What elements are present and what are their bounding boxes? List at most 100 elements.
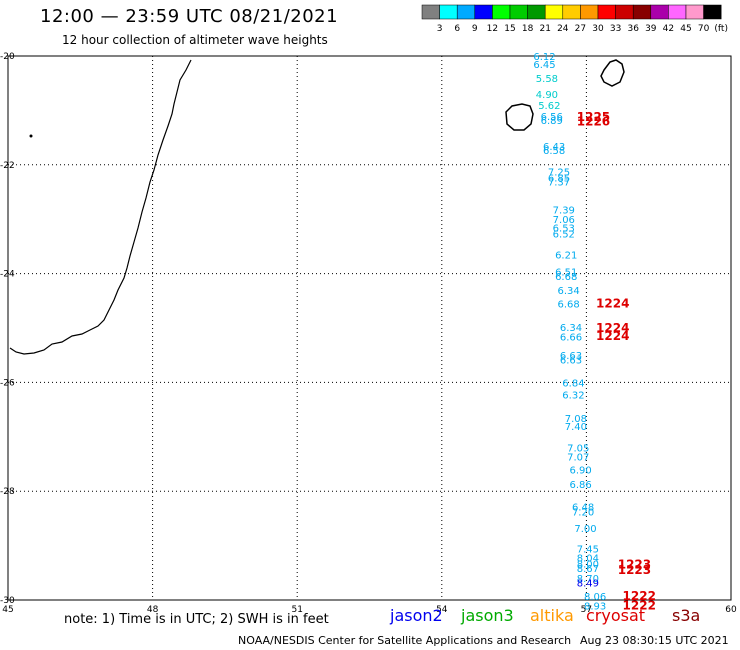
- legend-s3a: s3a: [672, 606, 701, 625]
- wave-height-value: 6.58: [543, 146, 565, 157]
- wave-height-value: 7.39: [553, 205, 575, 216]
- pass-time-label: 1226: [577, 114, 610, 128]
- madagascar-coast: [9, 59, 192, 355]
- small-islet: [29, 134, 33, 138]
- wave-height-value: 6.56: [541, 112, 563, 123]
- map-frame: [7, 55, 732, 601]
- pass-time-label: 1224: [596, 297, 629, 311]
- longitude-label: 57: [581, 605, 592, 615]
- wave-height-value: 6.66: [560, 333, 582, 344]
- latitude-label: -20: [0, 52, 15, 62]
- legend-altika: altika: [530, 606, 574, 625]
- wave-height-value: 6.89: [541, 116, 563, 127]
- wave-height-value: 6.53: [553, 223, 575, 234]
- wave-height-value: 7.00: [574, 524, 596, 535]
- wave-height-value: 8.04: [577, 554, 599, 565]
- scale-label: 33: [610, 24, 621, 34]
- wave-height-value: 7.37: [548, 178, 570, 189]
- scale-swatch: [703, 4, 722, 20]
- wave-height-value: 5.58: [536, 74, 558, 85]
- wave-height-value: 7.45: [577, 544, 599, 555]
- scale-label: (ft): [714, 24, 728, 34]
- latitude-label: -26: [0, 378, 15, 388]
- wave-height-value: 5.62: [538, 101, 560, 112]
- latitude-label: -22: [0, 161, 15, 171]
- pass-time-label: 1225: [577, 110, 610, 124]
- wave-height-value: 6.51: [555, 267, 577, 278]
- wave-height-value: 8.49: [577, 579, 599, 590]
- scale-label: 27: [575, 24, 586, 34]
- wave-height-value: 8.93: [584, 601, 606, 612]
- footer-note: note: 1) Time is in UTC; 2) SWH is in fe…: [64, 612, 329, 627]
- longitude-label: 60: [725, 605, 737, 615]
- wave-height-value: 7.40: [565, 422, 587, 433]
- scale-label: 21: [539, 24, 550, 34]
- longitude-label: 54: [436, 605, 448, 615]
- wave-height-value: 6.43: [543, 142, 565, 153]
- pass-time-label: 1223: [618, 563, 651, 577]
- wave-height-value: 8.06: [584, 592, 606, 603]
- wave-height-value: 6.68: [555, 272, 577, 283]
- wave-height-value: 6.48: [572, 502, 594, 513]
- latitude-label: -24: [0, 270, 15, 280]
- mauritius-island: [600, 59, 625, 87]
- scale-label: 6: [454, 24, 460, 34]
- wave-height-value: 7.20: [572, 507, 594, 518]
- wave-height-value: 6.63: [560, 351, 582, 362]
- wave-height-value: 6.90: [570, 465, 592, 476]
- credit-text: NOAA/NESDIS Center for Satellite Applica…: [238, 634, 572, 647]
- wave-height-value: 7.07: [567, 452, 589, 463]
- scale-label: 42: [663, 24, 674, 34]
- pass-time-label: 1222: [623, 589, 656, 603]
- wave-height-value: 6.85: [548, 173, 570, 184]
- pass-time-label: 1224: [596, 329, 629, 343]
- wave-height-value: 7.05: [567, 444, 589, 455]
- reunion-island: [505, 103, 534, 131]
- wave-height-value: 6.32: [562, 390, 584, 401]
- wave-height-value: 6.34: [560, 323, 582, 334]
- pass-time-label: 1224: [596, 321, 629, 335]
- timestamp: Aug 23 08:30:15 UTC 2021: [580, 634, 729, 647]
- wave-height-value: 6.12: [533, 52, 555, 63]
- scale-label: 12: [487, 24, 498, 34]
- scale-label: 3: [437, 24, 443, 34]
- scale-label: 70: [698, 24, 710, 34]
- pass-time-label: 1223: [618, 558, 651, 572]
- wave-height-value: 6.21: [555, 251, 577, 262]
- coastline: [9, 59, 625, 355]
- legend-cryosat: cryosat: [586, 606, 646, 625]
- pass-time-label: 1222: [623, 598, 656, 612]
- wave-height-value: 8.70: [577, 574, 599, 585]
- scale-label: 45: [680, 24, 691, 34]
- wave-height-value: 7.25: [548, 167, 570, 178]
- wave-height-value: 7.06: [553, 215, 575, 226]
- scale-label: 30: [592, 24, 604, 34]
- wave-height-value: 6.45: [533, 60, 555, 71]
- scale-label: 15: [504, 24, 515, 34]
- wave-height-value: 6.34: [557, 286, 579, 297]
- wave-height-value: 6.68: [557, 300, 579, 311]
- scale-label: 24: [557, 24, 569, 34]
- wave-height-value: 6.63: [560, 356, 582, 367]
- scale-label: 39: [645, 24, 657, 34]
- wave-height-value: 4.90: [536, 90, 558, 101]
- wave-height-value: 6.52: [553, 229, 575, 240]
- legend-jason3: jason3: [461, 606, 514, 625]
- color-scale-legend: 3 6 9 12 15 18 21 24 27 30 33 36 39 42 45 70 (ft): [421, 4, 728, 34]
- wave-height-value: 7.08: [565, 414, 587, 425]
- wave-height-value: 6.86: [570, 480, 592, 491]
- wave-height-value: 8.67: [577, 564, 599, 575]
- scale-label: 9: [472, 24, 478, 34]
- map-subtitle: 12 hour collection of altimeter wave hei…: [62, 33, 328, 47]
- scale-label: 18: [522, 24, 534, 34]
- wave-height-value: 6.84: [562, 378, 584, 389]
- scale-label: 36: [627, 24, 639, 34]
- map-title: 12:00 — 23:59 UTC 08/21/2021: [40, 6, 339, 27]
- longitude-label: 51: [291, 605, 302, 615]
- latitude-label: -30: [0, 596, 15, 606]
- latitude-label: -28: [0, 487, 15, 497]
- legend-jason2: jason2: [390, 606, 443, 625]
- longitude-label: 48: [147, 605, 159, 615]
- longitude-label: 45: [2, 605, 13, 615]
